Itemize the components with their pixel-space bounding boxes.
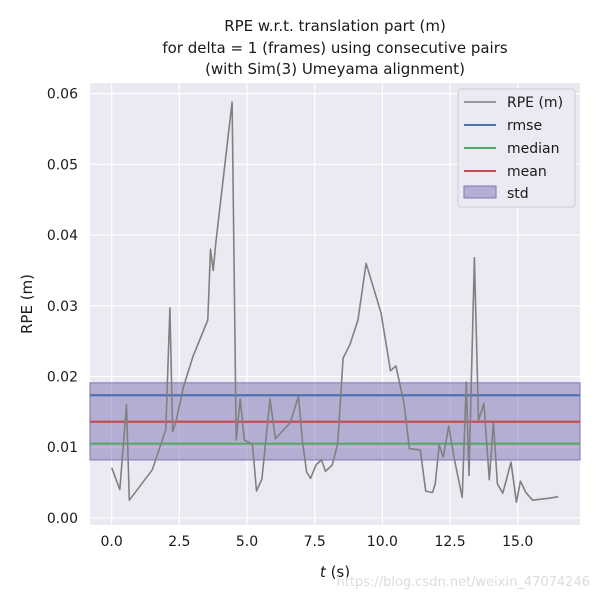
legend: RPE (m) rmse median mean std	[457, 88, 576, 208]
tick-labels: 0.0 2.5 5.0 7.5 10.0 12.5 15.0 0.00 0.01 0.02 0.03…	[47, 87, 533, 550]
legend-label-rmse: rmse	[507, 118, 542, 134]
rpe-series-line	[110, 101, 559, 504]
legend-label-rpe: RPE (m)	[507, 95, 563, 111]
x-tick-label: 0.0	[101, 534, 123, 550]
y-axis-label: RPE (m)	[18, 274, 36, 334]
y-tick-label: 0.06	[47, 87, 78, 103]
series-layer	[110, 101, 559, 504]
legend-label-std: std	[507, 186, 529, 202]
chart-title-line-3: (with Sim(3) Umeyama alignment)	[205, 60, 465, 78]
y-tick-label: 0.03	[47, 299, 78, 315]
chart-title-line-2: for delta = 1 (frames) using consecutive…	[162, 39, 508, 57]
x-tick-label: 10.0	[367, 534, 398, 550]
x-tick-label: 12.5	[434, 534, 465, 550]
legend-label-mean: mean	[507, 164, 547, 180]
y-tick-label: 0.04	[47, 228, 78, 244]
x-axis-label-symbol: t	[320, 563, 327, 581]
chart-title-line-1: RPE w.r.t. translation part (m)	[224, 17, 446, 35]
y-tick-label: 0.05	[47, 157, 78, 173]
legend-box	[457, 88, 576, 208]
x-axis-label: t (s)	[320, 563, 350, 581]
legend-label-median: median	[507, 141, 559, 157]
x-axis-label-unit: (s)	[326, 563, 350, 581]
y-tick-label: 0.01	[47, 440, 78, 456]
x-tick-label: 15.0	[502, 534, 533, 550]
x-tick-label: 2.5	[168, 534, 190, 550]
watermark: https://blog.csdn.net/weixin_47074246	[336, 575, 590, 590]
legend-swatch-std	[463, 185, 497, 199]
x-tick-label: 5.0	[236, 534, 258, 550]
x-tick-label: 7.5	[304, 534, 326, 550]
y-tick-label: 0.02	[47, 369, 78, 385]
y-tick-label: 0.00	[47, 511, 78, 527]
